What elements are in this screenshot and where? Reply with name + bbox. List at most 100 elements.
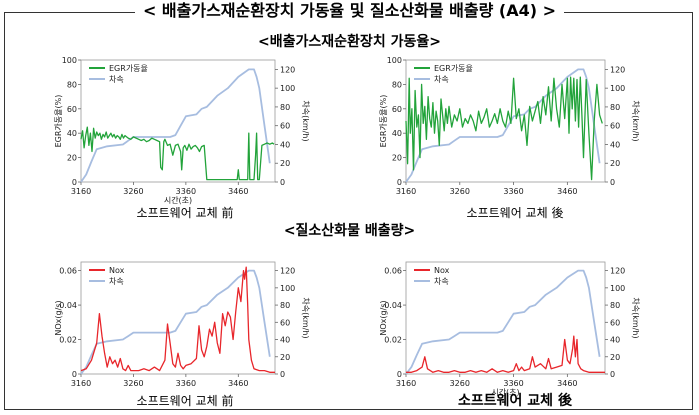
y-right-axis-label: 차속(km/h) [631,100,640,141]
legend-label: Nox [434,266,450,275]
y-right-tick-label: 100 [610,284,625,293]
y-tick-label: 0.06 [59,267,77,276]
y-tick-label: 80 [392,80,402,89]
y-right-tick-label: 120 [610,267,625,276]
y-tick-label: 0.04 [384,301,402,310]
y-right-axis-label: 차속(km/h) [301,297,310,338]
x-tick-label: 3160 [71,379,91,388]
x-tick-label: 3260 [123,187,143,196]
legend-label: Nox [109,266,125,275]
y-tick-label: 20 [67,154,77,163]
y-right-axis-label: 차속(km/h) [301,100,310,141]
x-tick-label: 3360 [176,379,196,388]
x-tick-label: 3360 [503,187,523,196]
chart-nox-before: 0 0.02 0.04 0.06 0 20 40 60 80 100 120 3160 3260 3360… [54,261,310,388]
y-right-tick-label: 40 [610,336,620,345]
y-tick-label: 0.04 [59,301,77,310]
y-right-tick-label: 40 [280,336,290,345]
x-tick-label: 3460 [228,379,248,388]
legend-label: 차속 [434,75,449,84]
legend-label: EGR가동율 [434,64,473,73]
y-tick-label: 100 [387,56,402,65]
y-right-tick-label: 60 [280,122,290,131]
y-axis-label: EGR가동율(%) [54,95,63,148]
y-right-tick-label: 60 [280,318,290,327]
y-right-tick-label: 20 [610,353,620,362]
y-axis-label: EGR가동율(%) [379,95,388,148]
chart-nox-after: 0 0.02 0.04 0.06 0 20 40 60 80 100 120 3160 3260 3360… [379,261,640,397]
y-axis-label: NOx(g/s) [379,300,388,335]
y-right-tick-label: 0 [280,370,285,379]
series-line-speed [80,68,271,183]
caption-egr-before: 소프트웨어 교체 前 [136,206,234,220]
x-tick-label: 3160 [71,187,91,196]
series-line-main [80,126,275,181]
plot-area [405,59,606,183]
y-right-tick-label: 60 [610,318,620,327]
caption-egr-after: 소프트웨어 교체 後 [466,206,564,220]
y-right-tick-label: 80 [610,103,620,112]
x-tick-label: 3460 [557,187,577,196]
legend-label: 차속 [434,277,449,286]
x-tick-label: 3360 [176,187,196,196]
y-right-axis-label: 차속(km/h) [631,297,640,338]
x-axis-label: 시간(초) [491,387,519,397]
y-tick-label: 100 [62,56,77,65]
x-tick-label: 3260 [450,379,470,388]
y-right-tick-label: 80 [280,301,290,310]
y-right-tick-label: 100 [610,84,625,93]
y-tick-label: 0 [72,178,77,187]
series-line-main [80,266,275,373]
y-tick-label: 0 [397,178,402,187]
y-right-tick-label: 120 [280,267,295,276]
x-tick-label: 3160 [396,187,416,196]
caption-nox-before: 소프트웨어 교체 前 [136,394,234,408]
legend-label: EGR가동율 [109,64,148,73]
y-tick-label: 0.02 [59,336,77,345]
y-tick-label: 0 [72,370,77,379]
series-line-speed [405,68,601,183]
x-tick-label: 3360 [503,379,523,388]
y-right-tick-label: 0 [610,178,615,187]
y-tick-label: 40 [392,129,402,138]
legend-label: 차속 [109,75,124,84]
y-right-tick-label: 100 [280,284,295,293]
y-right-tick-label: 40 [280,140,290,149]
series-line-speed [80,269,271,375]
y-tick-label: 0 [397,370,402,379]
series-line-main [405,76,603,181]
y-tick-label: 0.02 [384,336,402,345]
x-axis-label: 시간(초) [164,195,192,205]
y-right-tick-label: 20 [610,159,620,168]
y-right-tick-label: 20 [280,159,290,168]
x-tick-label: 3460 [557,379,577,388]
section-title-nox: <질소산화물 배출량> [283,223,416,239]
x-tick-label: 3160 [396,379,416,388]
y-tick-label: 60 [67,105,77,114]
section-title-egr: <배출가스재순환장치 가동율> [258,34,441,50]
y-right-tick-label: 80 [280,103,290,112]
series-line-main [406,335,605,373]
y-right-tick-label: 0 [610,370,615,379]
y-right-tick-label: 120 [610,65,625,74]
x-tick-label: 3260 [450,187,470,196]
y-right-tick-label: 80 [610,301,620,310]
series-line-speed [405,269,601,375]
x-tick-label: 3260 [123,379,143,388]
y-tick-label: 20 [392,154,402,163]
caption-nox-after: 소프트웨어 교체 後 [458,393,572,409]
legend-label: 차속 [109,277,124,286]
y-tick-label: 60 [392,105,402,114]
y-right-tick-label: 40 [610,140,620,149]
y-tick-label: 80 [67,80,77,89]
y-right-tick-label: 20 [280,353,290,362]
y-right-tick-label: 120 [280,65,295,74]
plot-area [80,59,276,183]
y-tick-label: 40 [67,129,77,138]
y-axis-label: NOx(g/s) [54,300,63,335]
y-right-tick-label: 100 [280,84,295,93]
main-title: < 배출가스재순환장치 가동율 및 질소산화물 배출량 (A4) > [0,1,699,21]
chart-egr-after: 0 20 40 60 80 100 0 20 40 60 80 100 120 3160 3260 3360 3… [379,56,640,196]
y-tick-label: 0.06 [384,267,402,276]
y-right-tick-label: 60 [610,122,620,131]
